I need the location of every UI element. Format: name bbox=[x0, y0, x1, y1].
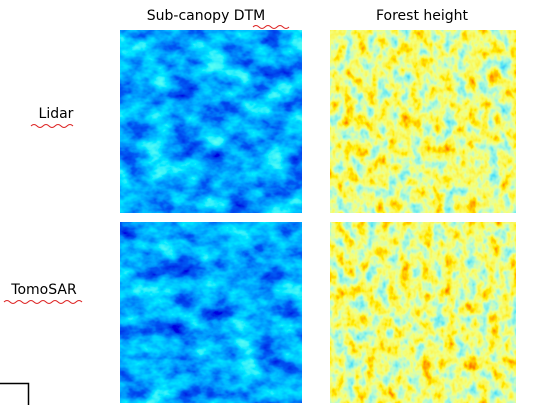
spell-underline bbox=[253, 26, 289, 29]
dtm-tomosar-image bbox=[120, 222, 302, 403]
height-lidar-image bbox=[330, 30, 516, 213]
slide: Sub-canopy DTM Forest height Lidar TomoS… bbox=[0, 0, 558, 405]
row-label: Lidar bbox=[39, 106, 74, 122]
column-header: Sub-canopy DTM bbox=[147, 8, 265, 24]
column-header: Forest height bbox=[376, 8, 469, 24]
spell-underline bbox=[31, 125, 73, 128]
row-label: TomoSAR bbox=[10, 282, 77, 298]
height-tomosar-image bbox=[330, 222, 516, 403]
dtm-lidar-image bbox=[120, 30, 302, 213]
spell-underline bbox=[4, 301, 82, 304]
frame-corner bbox=[0, 384, 29, 405]
